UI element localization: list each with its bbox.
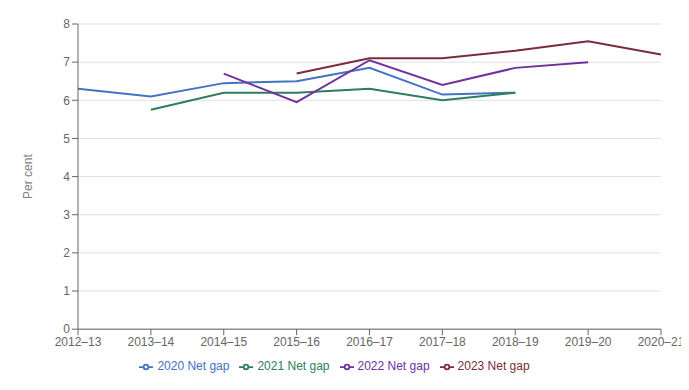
html-text:2021 Net gap: 2021 Net gap	[257, 359, 330, 374]
svg-text:4: 4	[63, 170, 70, 184]
html-text:2023 Net gap: 2023 Net gap	[457, 359, 530, 374]
svg-text:6: 6	[63, 94, 70, 108]
svg-text:2014–15: 2014–15	[200, 335, 247, 349]
svg-text:5: 5	[63, 132, 70, 146]
svg-text:3: 3	[63, 208, 70, 222]
svg-text:2013–14: 2013–14	[128, 335, 175, 349]
svg-text:2016–17: 2016–17	[346, 335, 393, 349]
svg-text:2: 2	[63, 246, 70, 260]
svg-text:8: 8	[63, 17, 70, 31]
svg-text:2020–21: 2020–21	[638, 335, 681, 349]
svg-text:2015–16: 2015–16	[273, 335, 320, 349]
svg-text:Per cent: Per cent	[21, 154, 35, 199]
html-text:2020 Net gap: 2020 Net gap	[157, 359, 230, 374]
svg-text:2017–18: 2017–18	[419, 335, 466, 349]
svg-text:1: 1	[63, 284, 70, 298]
svg-text:2018–19: 2018–19	[492, 335, 539, 349]
svg-text:7: 7	[63, 55, 70, 69]
svg-text:2012–13: 2012–13	[55, 335, 102, 349]
svg-text:2019–20: 2019–20	[565, 335, 612, 349]
html-text:2022 Net gap: 2022 Net gap	[357, 359, 430, 374]
svg-text:0: 0	[63, 322, 70, 336]
